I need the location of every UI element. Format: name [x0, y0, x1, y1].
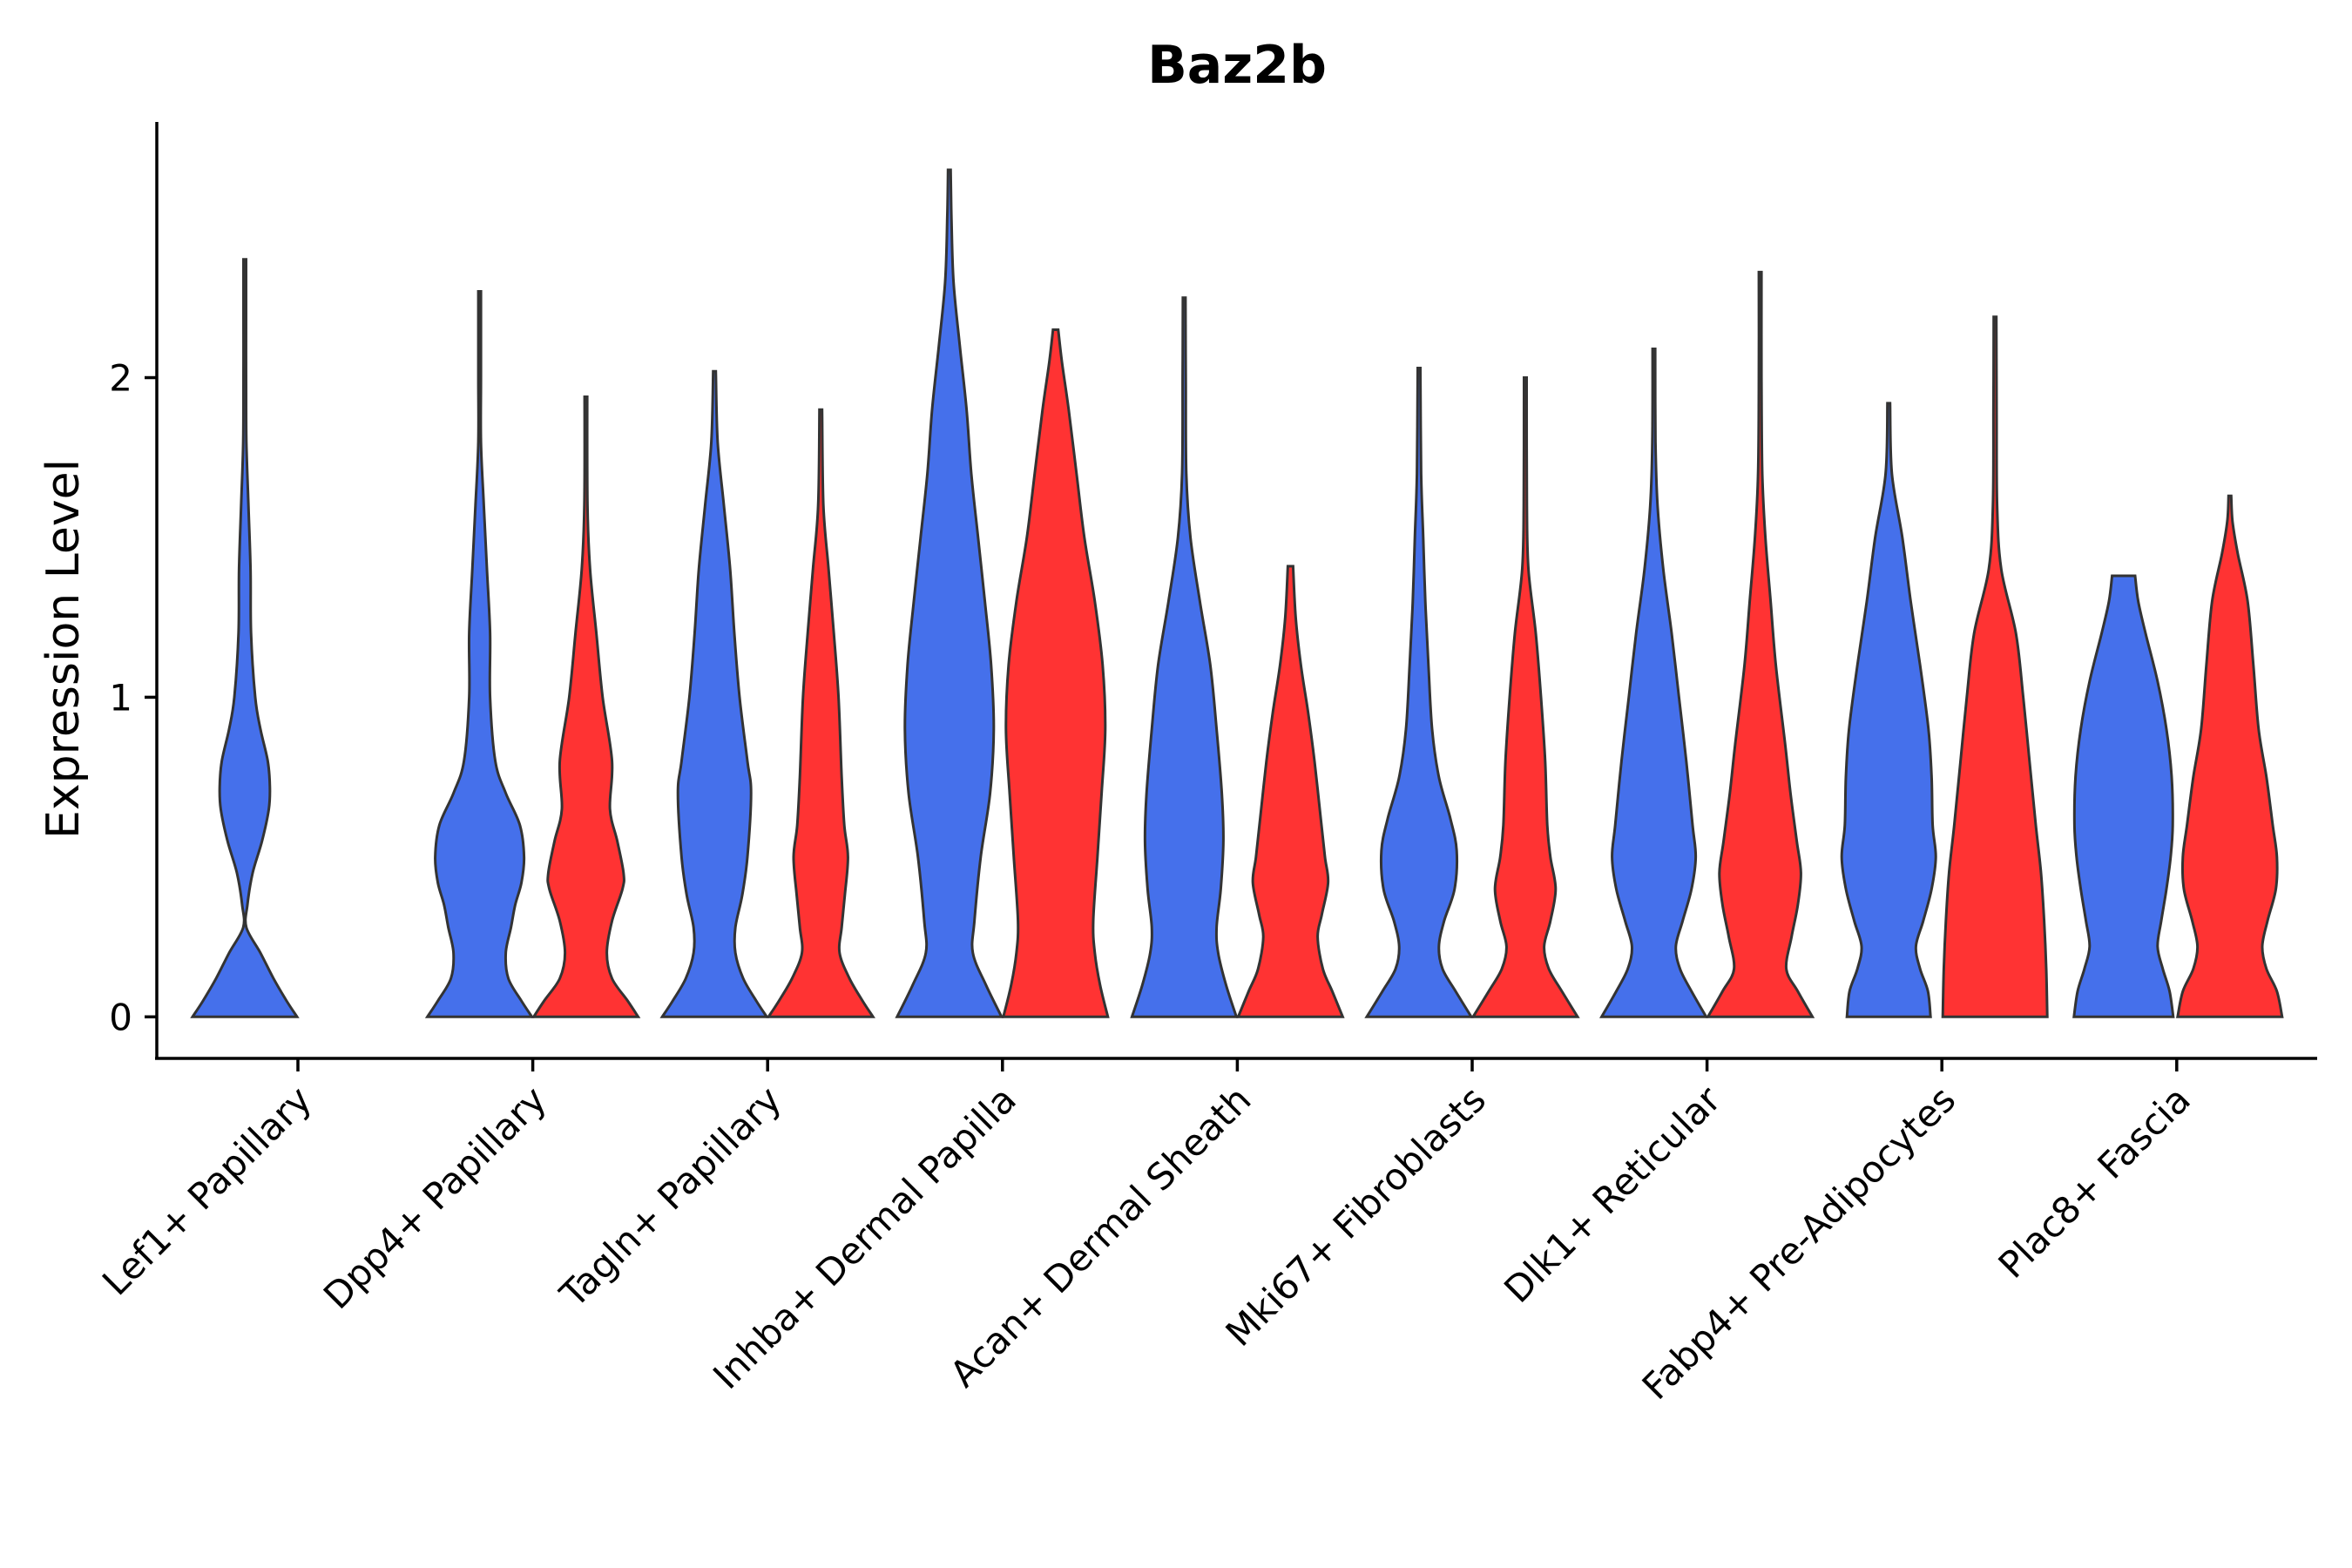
violin-a	[895, 168, 1004, 1018]
violin-a	[659, 369, 769, 1018]
category-label: Plac8+ Fascia	[1990, 1078, 2199, 1286]
category-label: Dlk1+ Reticular	[1496, 1078, 1729, 1311]
violin-b	[1706, 270, 1815, 1018]
violin-a	[424, 290, 535, 1018]
y-axis-label: Expression Level	[37, 459, 90, 839]
category-label: Dpp4+ Papillary	[315, 1078, 555, 1317]
violin-a	[1130, 296, 1239, 1018]
violin-b	[1001, 328, 1110, 1018]
category-label: Lef1+ Papillary	[94, 1078, 320, 1303]
violin-a	[1364, 367, 1474, 1018]
violin-a	[1599, 348, 1709, 1018]
plot-area	[190, 168, 2284, 1018]
y-tick-label: 0	[109, 996, 132, 1038]
violin-a	[190, 258, 300, 1018]
violin-a	[1840, 402, 1937, 1018]
violin-b	[766, 408, 875, 1018]
violin-b	[531, 395, 641, 1018]
y-tick-label: 2	[109, 357, 132, 400]
violin-b	[1470, 376, 1580, 1018]
y-ticks: 0 1 2	[109, 357, 157, 1038]
chart-title: Baz2b	[1147, 35, 1327, 96]
category-label: Mki67+ Fibroblasts	[1218, 1078, 1494, 1354]
violin-b	[2175, 494, 2284, 1018]
violin-b	[1236, 564, 1345, 1018]
y-tick-label: 1	[109, 676, 132, 719]
category-label: Tagln+ Papillary	[551, 1078, 789, 1315]
violin-b	[1941, 315, 2049, 1018]
violin-a	[2072, 574, 2175, 1018]
